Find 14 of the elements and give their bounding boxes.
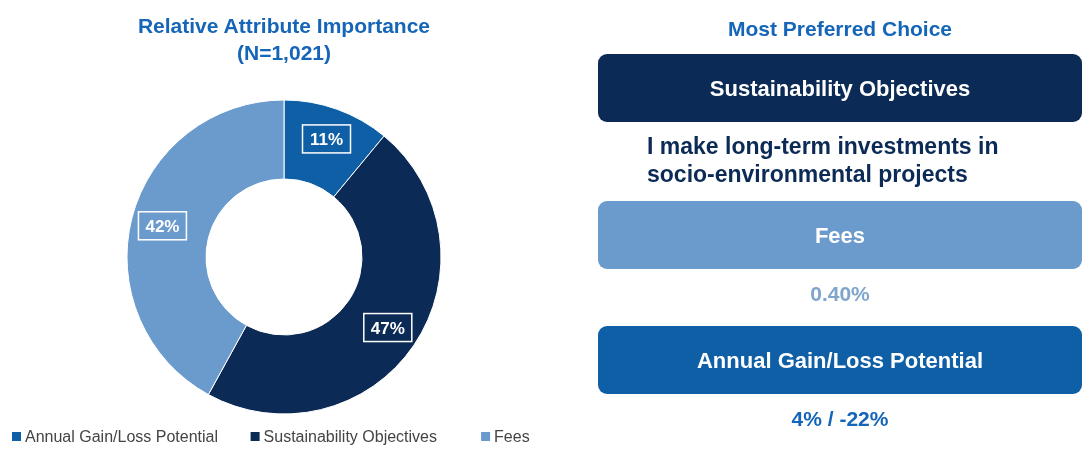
legend-label: Annual Gain/Loss Potential	[25, 428, 219, 445]
legend-label: Sustainability Objectives	[263, 428, 438, 445]
category-label: Sustainability Objectives	[709, 76, 971, 101]
category-label: Annual Gain/Loss Potential	[696, 348, 984, 373]
legend-label: Fees	[494, 428, 530, 445]
text: Most Preferred Choice	[727, 17, 953, 40]
text: I make long-term investments in socio-environmental projects	[647, 133, 999, 187]
category-label: Fees	[814, 223, 866, 248]
data-label: 47%	[370, 318, 405, 338]
chart-title: Relative Attribute Importance (N=1,021)	[137, 14, 431, 64]
text: 4% / -22%	[791, 407, 889, 430]
data-label: 11%	[309, 129, 344, 149]
text: 0.40%	[810, 282, 871, 305]
data-label: 42%	[145, 216, 180, 236]
